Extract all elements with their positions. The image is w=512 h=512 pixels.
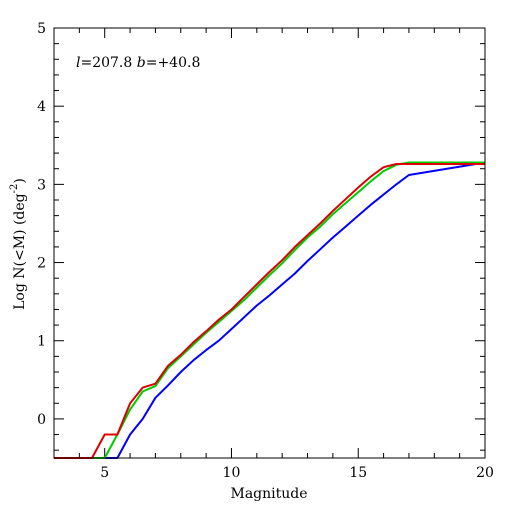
plot-frame: [53, 27, 486, 459]
x-axis-label: Magnitude: [230, 486, 307, 502]
y-tick-label: 1: [37, 334, 46, 350]
y-tick-label: 5: [37, 21, 46, 37]
y-tick-label: 0: [37, 412, 46, 428]
x-tick-label: 10: [223, 465, 241, 481]
y-axis-label: Log N(<M) (deg-2): [9, 178, 28, 310]
y-axis-label-main: Log N(<M) (deg: [12, 193, 28, 310]
series-layer: [54, 161, 486, 459]
x-tick-label: 15: [349, 465, 367, 481]
y-axis-label-end: ): [12, 178, 28, 183]
y-tick-label: 4: [37, 99, 46, 115]
y-tick-label: 2: [37, 256, 46, 272]
annotation-text: l=207.8 b=+40.8: [76, 55, 200, 71]
y-tick-label: 3: [37, 177, 46, 193]
annotation-l-symbol: l: [76, 55, 80, 71]
annotation-l-value: =207.8: [80, 55, 132, 71]
series-line-3: [54, 163, 485, 459]
series-line-1: [104, 161, 486, 459]
x-tick-label: 20: [476, 465, 494, 481]
annotation-b-value: =+40.8: [146, 55, 201, 71]
ticks-layer: 5 10 15 20 0 1 2 3 4 5: [37, 21, 494, 481]
series-line-2: [92, 161, 485, 459]
annotation-b-symbol: b: [137, 55, 146, 71]
y-axis-label-sup: -2: [9, 184, 20, 194]
x-tick-label: 5: [100, 465, 109, 481]
